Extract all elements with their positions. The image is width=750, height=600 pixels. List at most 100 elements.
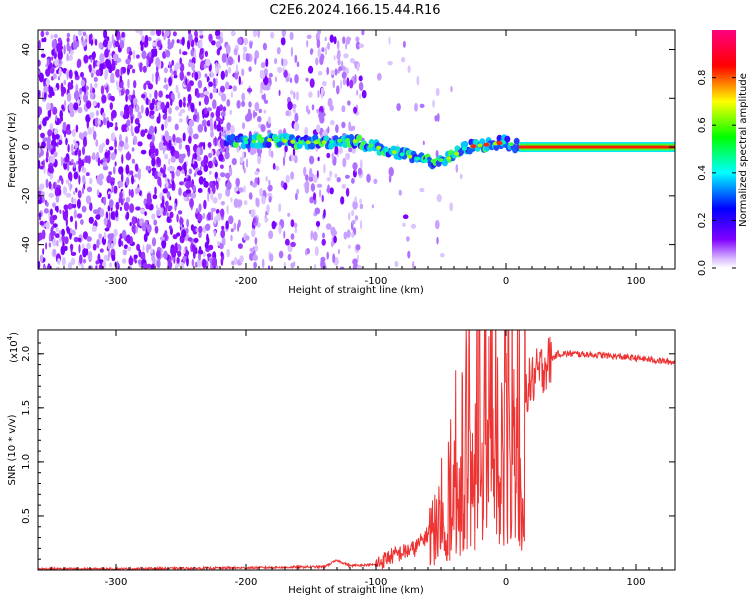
heatmap-noise-cell [394, 260, 399, 268]
heatmap-noise-cell [114, 125, 119, 131]
heatmap-noise-cell [105, 211, 109, 220]
heatmap-noise-cell [248, 101, 252, 108]
colorbar-gradient [712, 30, 736, 268]
heatmap-noise-cell [287, 253, 292, 261]
heatmap-noise-cell [73, 171, 79, 180]
heatmap-noise-cell [274, 58, 278, 65]
heatmap-noise-cell [158, 141, 164, 151]
heatmap-signal-peak [274, 138, 280, 143]
heatmap-noise-cell [153, 219, 158, 226]
heatmap-noise-cell [143, 82, 147, 91]
heatmap-noise-cell [139, 30, 143, 36]
heatmap-noise-cell [162, 146, 165, 155]
heatmap-noise-cell [177, 210, 183, 215]
heatmap-noise-cell [197, 124, 204, 133]
heatmap-noise-cell [203, 107, 208, 115]
heatmap-noise-cell [193, 237, 199, 243]
heatmap-signal-hot [483, 142, 490, 147]
heatmap-noise-cell [202, 251, 206, 258]
heatmap-noise-cell [132, 49, 136, 60]
heatmap-noise-cell [175, 105, 180, 111]
heatmap-noise-cell [106, 175, 112, 184]
heatmap-noise-cell [168, 76, 172, 87]
heatmap-noise-cell [92, 125, 95, 134]
heatmap-noise-cell [152, 194, 158, 200]
heatmap-noise-cell [196, 92, 201, 99]
heatmap-noise-cell [166, 191, 171, 199]
heatmap-noise-cell [398, 189, 402, 196]
heatmap-noise-cell [90, 38, 94, 46]
heatmap-noise-cell [220, 201, 225, 206]
heatmap-steady-band-core [519, 145, 675, 149]
heatmap-noise-cell [70, 228, 73, 234]
heatmap-noise-cell [238, 75, 241, 86]
heatmap-noise-cell [282, 58, 288, 67]
heatmap-signal-hot [496, 140, 503, 145]
heatmap-noise-cell [97, 118, 101, 126]
heatmap-noise-cell [51, 225, 54, 231]
heatmap-noise-cell [257, 155, 262, 165]
heatmap-noise-cell [50, 155, 56, 164]
heatmap-noise-cell [70, 251, 77, 256]
heatmap-noise-cell [128, 256, 134, 266]
heatmap-noise-cell [329, 187, 334, 195]
heatmap-noise-cell [178, 137, 181, 144]
heatmap-noise-cell [111, 254, 116, 262]
heatmap-noise-cell [315, 57, 319, 66]
heatmap-noise-cell [440, 253, 445, 258]
heatmap-noise-cell [134, 118, 140, 125]
heatmap-noise-cell [204, 73, 208, 78]
heatmap-noise-cell [137, 141, 143, 147]
heatmap-signal-peak [368, 143, 374, 148]
snr-series-line [38, 330, 675, 570]
heatmap-noise-cell [125, 88, 130, 96]
heatmap-noise-cell [226, 248, 230, 258]
heatmap-noise-cell [356, 89, 359, 96]
heatmap-noise-cell [121, 31, 125, 38]
heatmap-noise-cell [110, 211, 114, 220]
heatmap-noise-cell [199, 47, 204, 55]
heatmap-noise-cell [156, 209, 161, 216]
heatmap-noise-cell [93, 209, 99, 215]
heatmap-noise-cell [53, 52, 57, 59]
heatmap-noise-cell [248, 192, 253, 200]
heatmap-noise-cell [263, 76, 269, 86]
heatmap-signal-peak [337, 138, 343, 143]
heatmap-noise-cell [341, 105, 346, 113]
heatmap-noise-cell [435, 150, 439, 158]
heatmap-noise-cell [39, 254, 44, 263]
heatmap-noise-cell [52, 73, 57, 80]
heatmap-noise-cell [146, 58, 149, 68]
heatmap-signal-peak [298, 140, 304, 145]
heatmap-noise-cell [155, 148, 159, 157]
heatmap-signal-peak [446, 156, 452, 161]
heatmap-noise-cell [185, 180, 191, 189]
heatmap-noise-cell [61, 104, 64, 110]
heatmap-noise-cell [69, 215, 74, 223]
heatmap-noise-cell [95, 109, 99, 117]
heatmap-noise-cell [345, 43, 348, 50]
heatmap-noise-cell [238, 187, 244, 193]
heatmap-noise-cell [283, 69, 288, 79]
heatmap-noise-cell [449, 202, 454, 212]
heatmap-noise-cell [220, 111, 226, 118]
heatmap-noise-cell [192, 133, 199, 140]
heatmap-noise-cell [44, 116, 49, 121]
heatmap-noise-cell [220, 251, 224, 257]
heatmap-noise-cell [153, 170, 159, 180]
heatmap-noise-cell [126, 234, 131, 244]
heatmap-noise-cell [41, 47, 45, 53]
heatmap-noise-cell [104, 68, 109, 79]
heatmap-noise-cell [311, 104, 315, 111]
heatmap-noise-cell [126, 119, 131, 127]
heatmap-noise-cell [281, 30, 286, 37]
heatmap-noise-cell [98, 233, 102, 239]
heatmap-noise-cell [167, 205, 173, 211]
heatmap-noise-cell [353, 61, 358, 66]
heatmap-noise-cell [76, 213, 83, 219]
heatmap-noise-cell [354, 215, 359, 221]
heatmap-noise-cell [175, 62, 181, 70]
heatmap-noise-cell [388, 166, 394, 177]
heatmap-noise-cell [75, 124, 79, 133]
heatmap-noise-cell [68, 54, 73, 61]
